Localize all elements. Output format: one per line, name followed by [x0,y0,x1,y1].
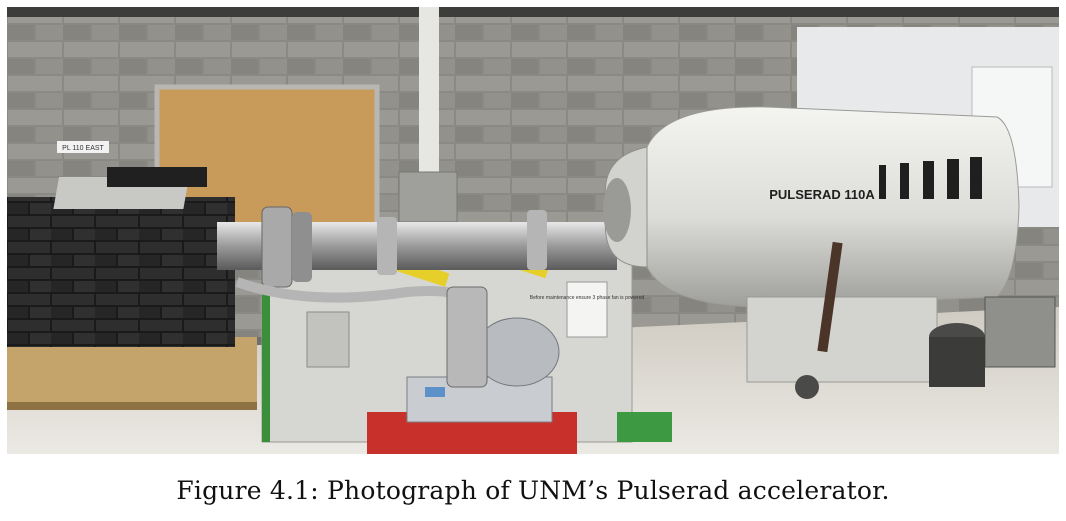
vacuum-pump [474,317,560,387]
accelerator-photo: PL 110 EAST Before maintenance ensure 3 … [7,7,1059,454]
ceiling [7,7,1059,17]
beam-pipe-flange [261,206,293,288]
battery-box [984,296,1056,368]
wall-sign [57,141,109,153]
lead-shielding [7,197,235,347]
tank-stripes [879,157,982,199]
notice-text: Before maintenance ensure 3 phase fan is… [530,295,645,301]
machine-label: PULSERAD 110A [769,187,875,202]
turbo-pump [446,286,488,388]
electrical-box [398,171,458,223]
figure-caption: Figure 4.1: Photograph of UNM’s Pulserad… [176,476,890,505]
vertical-pipe [419,7,439,182]
wall-sign-text: PL 110 EAST [62,145,104,152]
wooden-table [7,337,257,407]
tank-skirt [746,296,938,383]
pulserad-tank [646,106,1020,308]
accelerator-photo-illustration: PL 110 EAST Before maintenance ensure 3 … [7,7,1059,454]
